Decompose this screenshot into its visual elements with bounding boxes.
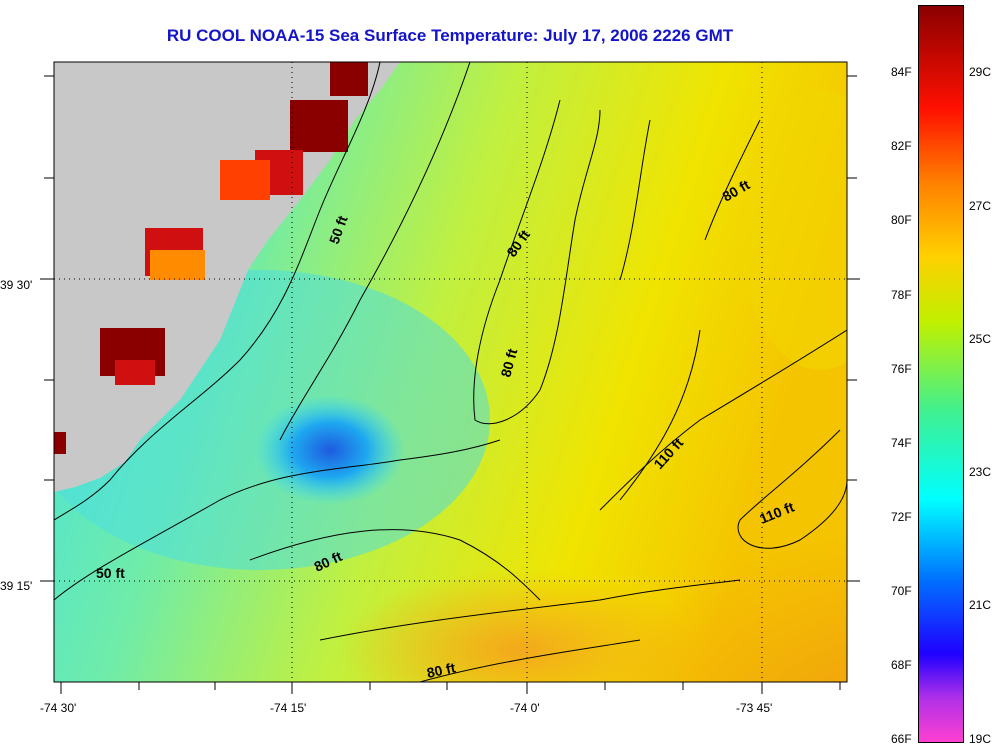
- y-axis-labels: 39 30' 39 15': [0, 278, 32, 593]
- contour-label: 80 ft: [497, 347, 520, 379]
- colorbar-f-label: 74F: [891, 436, 912, 450]
- y-tick-label: 39 30': [0, 278, 32, 292]
- sst-map: 50 ft 80 ft 80 ft 80 ft 50 ft 80 ft 110 …: [0, 61, 860, 715]
- x-tick-label: -74 30': [40, 701, 76, 715]
- map-frame: [53, 61, 848, 683]
- colorbar-c-label: 25C: [969, 332, 992, 346]
- graticule: [54, 62, 847, 682]
- colorbar-f-label: 76F: [891, 362, 912, 376]
- tick-marks: [40, 75, 860, 694]
- map-title: RU COOL NOAA-15 Sea Surface Temperature:…: [166, 26, 734, 45]
- colorbar-f-label: 68F: [891, 658, 912, 672]
- colorbar-gradient: [918, 5, 964, 743]
- colorbar-c-label: 23C: [969, 465, 992, 479]
- x-tick-label: -73 45': [736, 701, 772, 715]
- colorbar-c-label: 27C: [969, 199, 992, 213]
- colorbar-c-label: 19C: [969, 732, 992, 746]
- colorbar-c-label: 21C: [969, 598, 992, 612]
- x-tick-label: -74 15': [270, 701, 306, 715]
- colorbar-scale: [918, 5, 964, 743]
- contour-label: 50 ft: [96, 565, 125, 581]
- colorbar-c-label: 29C: [969, 65, 992, 79]
- y-tick-label: 39 15': [0, 579, 32, 593]
- colorbar-f-label: 66F: [891, 732, 912, 746]
- x-tick-label: -74 0': [510, 701, 540, 715]
- bathymetry-contours: [54, 62, 847, 682]
- colorbar-f-label: 84F: [891, 65, 912, 79]
- colorbar-f-label: 78F: [891, 288, 912, 302]
- x-axis-labels: -74 30' -74 15' -74 0' -73 45': [40, 701, 772, 715]
- colorbar-f-label: 70F: [891, 584, 912, 598]
- cold-spot: [255, 395, 405, 505]
- colorbar-f-label: 72F: [891, 510, 912, 524]
- warm-east: [740, 90, 847, 370]
- warm-land-patches: [54, 62, 368, 454]
- colorbar-f-label: 82F: [891, 139, 912, 153]
- map-field: 50 ft 80 ft 80 ft 80 ft 50 ft 80 ft 110 …: [54, 62, 847, 682]
- colorbar: [918, 5, 964, 743]
- contour-label: 80 ft: [425, 659, 457, 681]
- colorbar-f-label: 80F: [891, 213, 912, 227]
